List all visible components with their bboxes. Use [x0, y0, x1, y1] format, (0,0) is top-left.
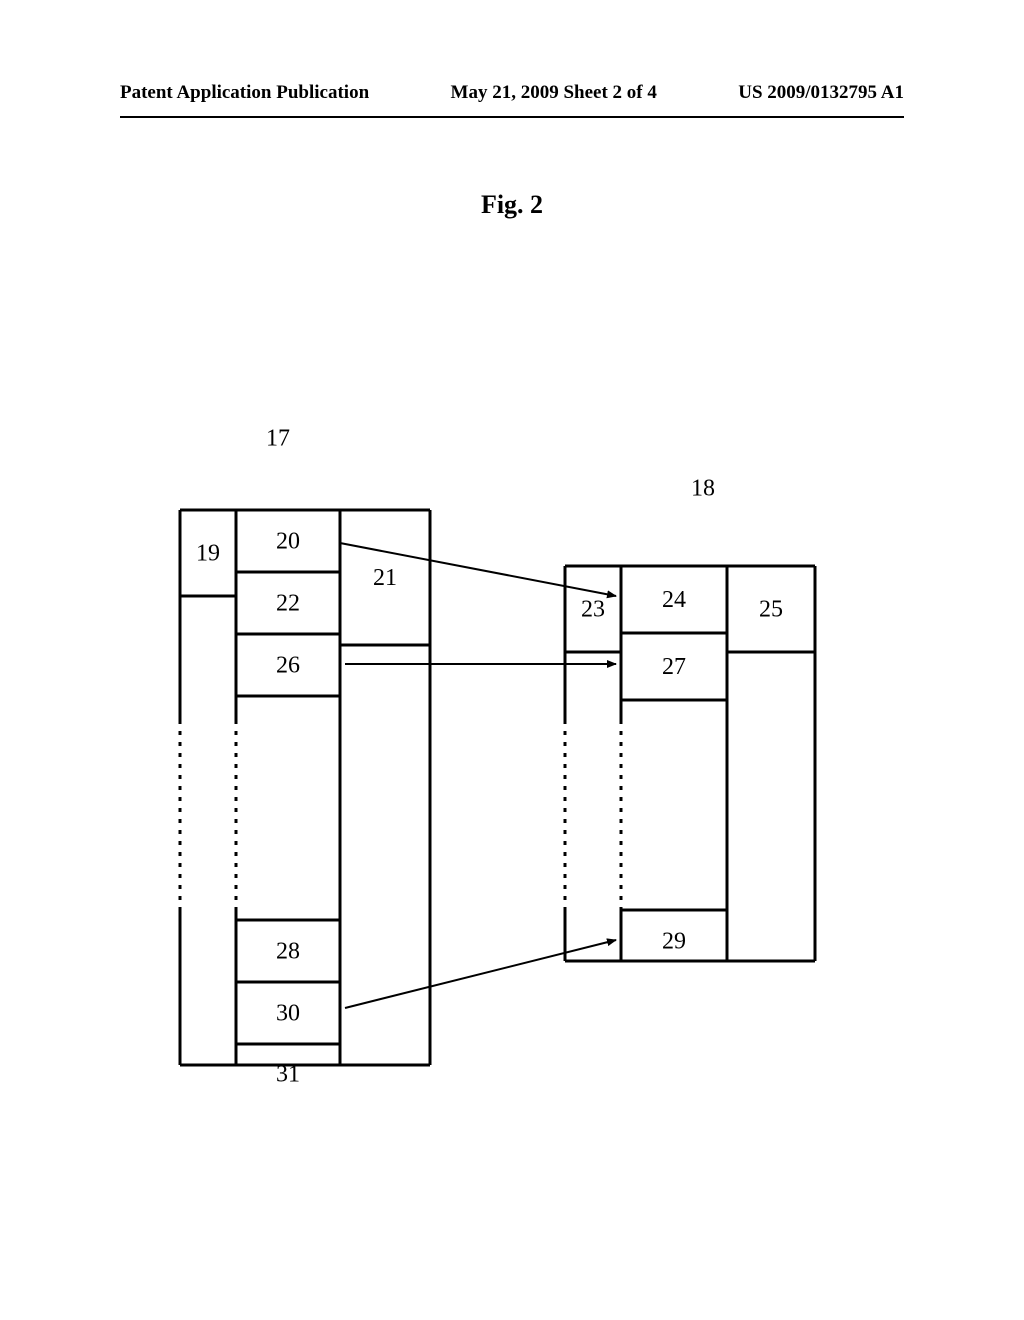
- svg-text:18: 18: [691, 476, 715, 502]
- svg-text:29: 29: [662, 929, 686, 955]
- svg-text:21: 21: [373, 565, 397, 591]
- page: Patent Application Publication May 21, 2…: [0, 0, 1024, 1320]
- svg-text:17: 17: [266, 426, 290, 452]
- svg-text:22: 22: [276, 591, 300, 617]
- figure-diagram: 20 22 26 28 30 31 19 21 17 24 27 29 23 25 18: [0, 0, 1024, 1320]
- svg-text:30: 30: [276, 1001, 300, 1027]
- svg-text:20: 20: [276, 529, 300, 555]
- svg-text:25: 25: [759, 597, 783, 623]
- svg-text:19: 19: [196, 541, 220, 567]
- svg-text:23: 23: [581, 597, 605, 623]
- svg-text:26: 26: [276, 653, 300, 679]
- svg-text:24: 24: [662, 587, 686, 613]
- svg-text:27: 27: [662, 654, 686, 680]
- svg-text:28: 28: [276, 939, 300, 965]
- svg-text:31: 31: [276, 1062, 300, 1088]
